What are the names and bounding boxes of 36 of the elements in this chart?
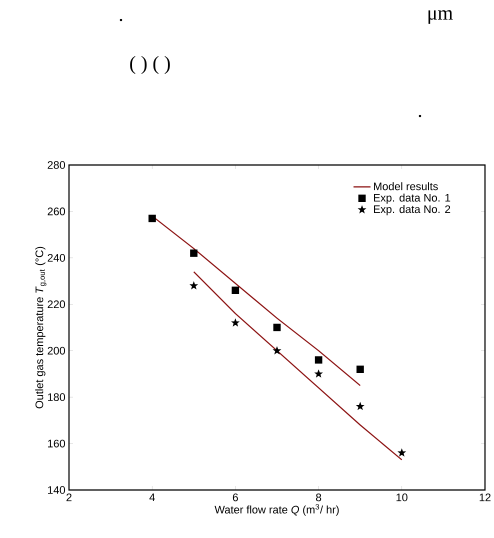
point [273, 347, 280, 354]
y-tick-label: 240 [48, 254, 65, 262]
y-axis-title: Outlet gas temperature T$_{g,out}$ (°C) [34, 246, 46, 408]
x-tick-label: 8 [316, 494, 321, 502]
text: . [418, 114, 421, 118]
text: ( ) ( ) [130, 56, 170, 74]
x-tick-label: 10 [396, 494, 408, 502]
point [314, 370, 322, 377]
point [190, 250, 198, 257]
y-tick-label: 180 [48, 393, 65, 402]
x-tick-label: 12 [480, 494, 490, 502]
x-tick-label: 4 [149, 494, 155, 502]
x-tick-label: 6 [232, 494, 238, 502]
legend-label: Model results [374, 182, 438, 190]
line-series [192, 271, 402, 460]
point [356, 402, 364, 410]
y-tick-label: 260 [48, 208, 65, 216]
y-tick-label: 220 [48, 300, 65, 308]
legend-label: Exp. data No. 1 [374, 194, 450, 204]
y-tick-label: 140 [48, 486, 65, 494]
point [314, 356, 322, 364]
x-axis-title: Water flow rate Q (m$^{3}$/ hr) [214, 504, 339, 516]
point [398, 449, 406, 456]
point [273, 324, 280, 332]
point [232, 286, 239, 294]
text: . [120, 18, 122, 22]
y-tick-label: 280 [48, 161, 65, 169]
y-tick-label: 200 [48, 346, 65, 355]
point [190, 282, 198, 289]
point [232, 319, 239, 326]
legend-label: Exp. data No. 2 [374, 205, 450, 216]
point [148, 214, 156, 222]
text: μm [428, 10, 453, 24]
y-tick-label: 160 [48, 440, 65, 448]
x-tick-label: 2 [66, 494, 72, 502]
point [356, 366, 364, 373]
